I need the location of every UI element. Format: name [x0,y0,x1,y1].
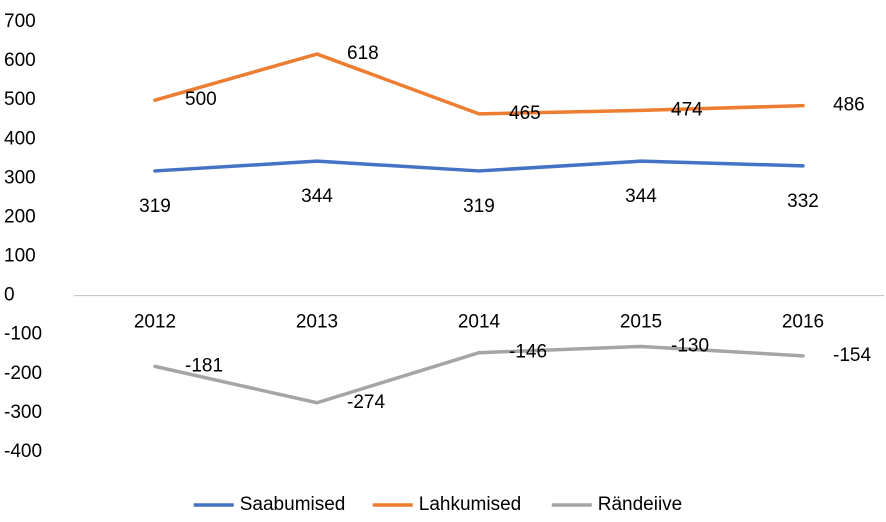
data-label: 474 [671,99,703,120]
data-label: 500 [185,89,217,110]
data-label: -146 [509,342,547,363]
y-tick-label: -400 [4,441,42,462]
y-tick-label: -300 [4,402,42,423]
data-label: 319 [463,196,495,217]
data-label: 344 [625,186,657,207]
y-tick-label: 700 [4,11,36,32]
series-line [153,52,805,116]
series-line [153,159,805,173]
data-label: 486 [833,95,865,116]
data-label: 465 [509,103,541,124]
y-tick-label: -200 [4,363,42,384]
legend-label: Lahkumised [419,494,521,515]
data-label: -181 [185,355,223,376]
data-label: 319 [139,196,171,217]
x-tick-label: 2013 [296,312,338,333]
data-label: 618 [347,43,379,64]
data-label: 332 [787,191,819,212]
series-line [153,344,805,405]
x-tick-label: 2015 [620,312,662,333]
y-tick-label: 200 [4,206,36,227]
data-label: -274 [347,392,385,413]
legend-label: Rändeiive [598,494,683,515]
data-label: -154 [833,345,871,366]
y-tick-label: 500 [4,89,36,110]
y-tick-label: 600 [4,50,36,71]
y-tick-label: 100 [4,246,36,267]
legend-label: Saabumised [240,494,346,515]
y-tick-label: 400 [4,128,36,149]
y-tick-label: 0 [4,285,15,306]
y-tick-label: -100 [4,324,42,345]
x-tick-label: 2014 [458,312,501,333]
data-label: -130 [671,335,709,356]
y-tick-label: 300 [4,167,36,188]
x-tick-label: 2012 [134,312,176,333]
data-label: 344 [301,186,333,207]
x-tick-label: 2016 [782,312,824,333]
